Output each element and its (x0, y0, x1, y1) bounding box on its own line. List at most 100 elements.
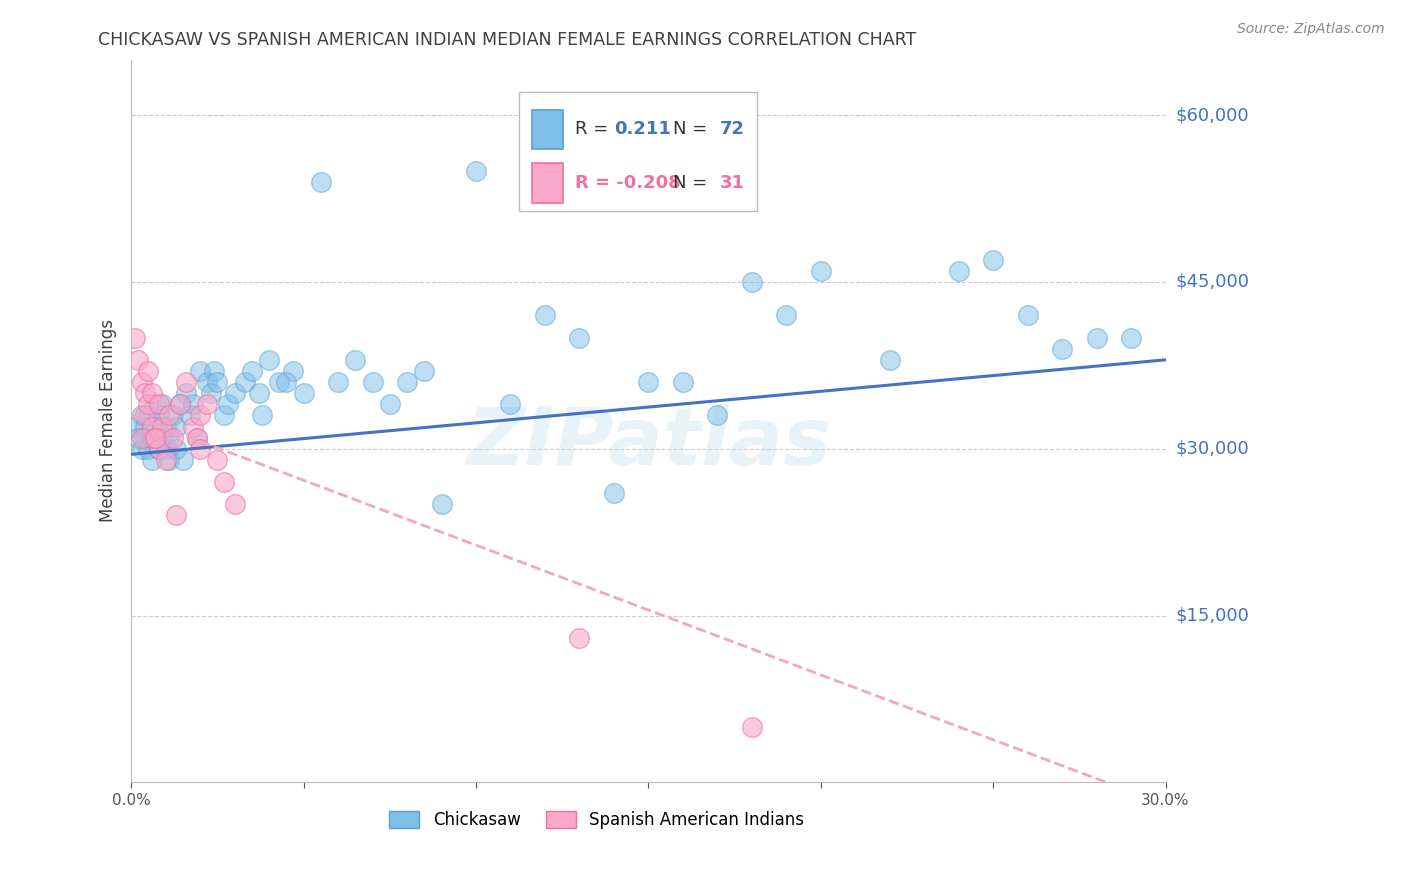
Point (169, 397, 191, 411)
Point (1050, 342, 1073, 356)
Point (948, 264, 970, 278)
Point (247, 386, 270, 401)
Point (148, 409, 170, 423)
Point (276, 375, 298, 389)
Point (169, 397, 191, 411)
Point (214, 409, 236, 423)
FancyBboxPatch shape (531, 163, 562, 203)
Point (134, 419, 156, 434)
Point (131, 375, 153, 389)
Point (200, 386, 222, 401)
Text: $15,000: $15,000 (1175, 607, 1250, 624)
Point (141, 419, 163, 434)
FancyBboxPatch shape (519, 92, 756, 211)
Point (240, 364, 263, 378)
Point (257, 352, 280, 367)
Point (157, 431, 180, 445)
Point (127, 431, 149, 445)
Point (148, 397, 170, 411)
Point (252, 409, 274, 423)
Text: N =: N = (673, 120, 713, 138)
Text: $30,000: $30,000 (1175, 440, 1250, 458)
Point (603, 486, 626, 500)
Point (134, 409, 156, 423)
Point (188, 442, 211, 456)
Point (810, 264, 832, 278)
Text: CHICKASAW VS SPANISH AMERICAN INDIAN MEDIAN FEMALE EARNINGS CORRELATION CHART: CHICKASAW VS SPANISH AMERICAN INDIAN MED… (98, 31, 917, 49)
Point (186, 431, 208, 445)
Point (165, 442, 187, 456)
Point (224, 497, 246, 511)
Point (127, 352, 149, 367)
Point (568, 631, 591, 645)
Point (326, 375, 349, 389)
Point (981, 252, 1004, 267)
Point (148, 442, 170, 456)
Point (309, 175, 332, 189)
Point (176, 375, 198, 389)
Point (179, 409, 201, 423)
Point (150, 397, 173, 411)
Point (1119, 330, 1142, 344)
Point (233, 375, 256, 389)
Point (155, 442, 177, 456)
Point (145, 431, 167, 445)
Point (378, 397, 401, 411)
Point (155, 419, 177, 434)
Point (741, 720, 763, 734)
Legend: Chickasaw, Spanish American Indians: Chickasaw, Spanish American Indians (382, 804, 811, 836)
Point (138, 442, 160, 456)
Point (207, 453, 229, 467)
Point (181, 419, 204, 434)
Text: ZIPatlas: ZIPatlas (465, 404, 831, 482)
Point (879, 352, 901, 367)
Point (150, 431, 173, 445)
Point (224, 386, 246, 401)
Point (162, 409, 184, 423)
Point (413, 364, 436, 378)
Text: R = -0.208: R = -0.208 (575, 174, 681, 192)
Point (465, 163, 488, 178)
Point (269, 375, 291, 389)
Point (138, 409, 160, 423)
Point (202, 364, 225, 378)
Point (637, 375, 659, 389)
Point (344, 352, 367, 367)
Point (141, 453, 163, 467)
Point (131, 409, 153, 423)
Point (499, 397, 522, 411)
Point (138, 364, 160, 378)
Point (186, 431, 208, 445)
Text: 72: 72 (720, 120, 745, 138)
Text: N =: N = (673, 174, 713, 192)
Y-axis label: Median Female Earnings: Median Female Earnings (100, 319, 117, 523)
Point (568, 330, 591, 344)
Point (131, 431, 153, 445)
Point (141, 431, 163, 445)
Point (207, 375, 229, 389)
Point (138, 397, 160, 411)
Point (706, 409, 728, 423)
FancyBboxPatch shape (531, 110, 562, 149)
Point (134, 431, 156, 445)
Point (150, 419, 173, 434)
Point (172, 453, 194, 467)
Point (283, 364, 305, 378)
Point (741, 275, 763, 289)
Text: R =: R = (575, 120, 620, 138)
Text: Source: ZipAtlas.com: Source: ZipAtlas.com (1237, 22, 1385, 37)
Point (775, 309, 797, 323)
Point (145, 419, 167, 434)
Point (361, 375, 384, 389)
Point (292, 386, 315, 401)
Point (145, 431, 167, 445)
Point (1085, 330, 1108, 344)
Point (155, 453, 177, 467)
Point (162, 431, 184, 445)
Point (157, 453, 180, 467)
Point (188, 364, 211, 378)
Text: 31: 31 (720, 174, 745, 192)
Point (145, 397, 167, 411)
Text: $45,000: $45,000 (1175, 273, 1250, 291)
Point (214, 475, 236, 490)
